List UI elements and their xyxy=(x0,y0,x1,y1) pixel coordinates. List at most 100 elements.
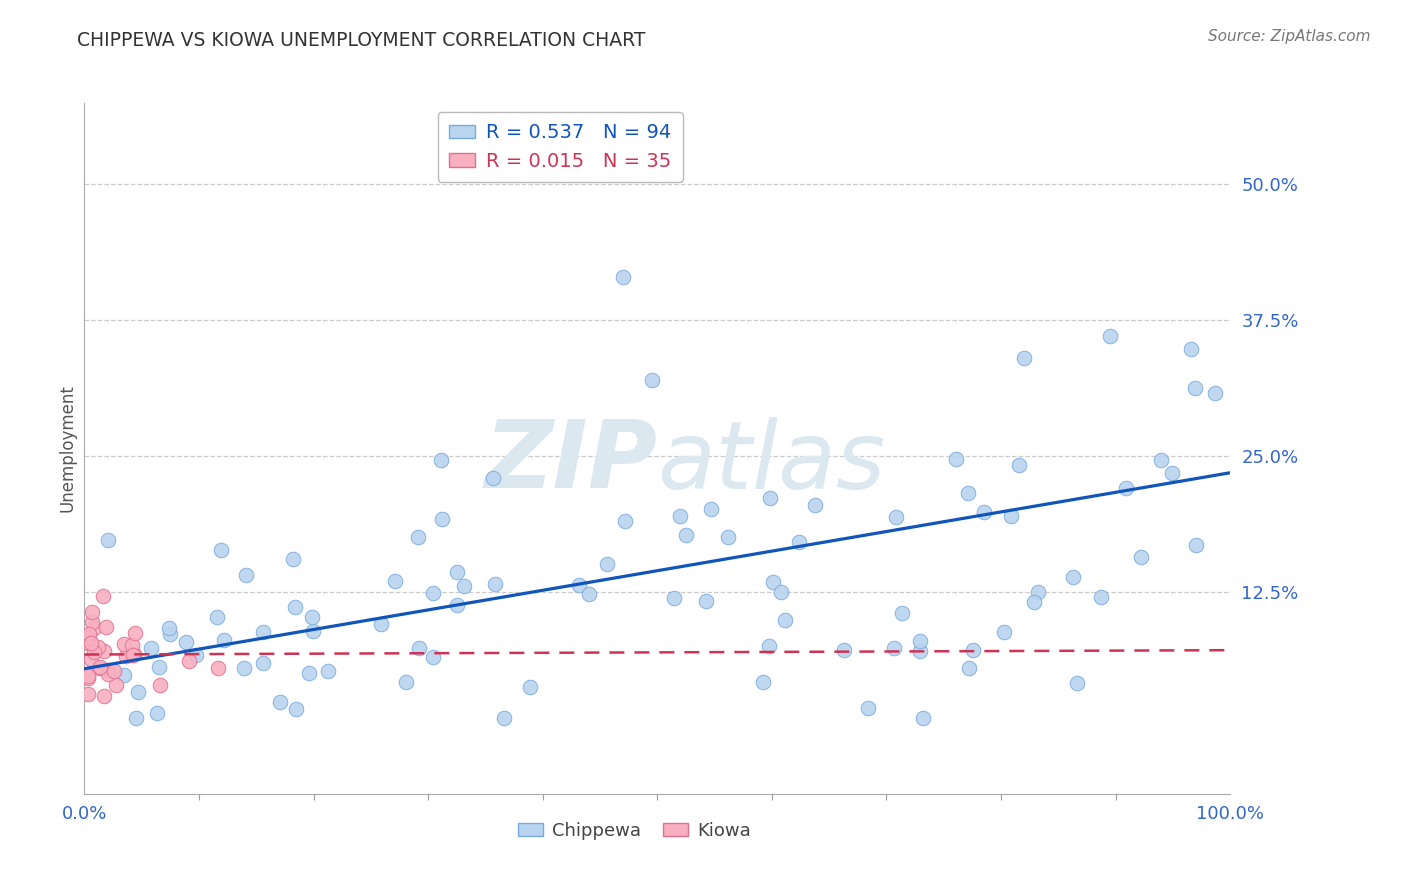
Point xyxy=(858,701,880,715)
Point xyxy=(89,660,111,674)
Point xyxy=(446,565,468,579)
Point xyxy=(146,706,169,720)
Point xyxy=(80,635,103,649)
Point xyxy=(269,695,291,709)
Text: Source: ZipAtlas.com: Source: ZipAtlas.com xyxy=(1208,29,1371,44)
Point xyxy=(252,624,274,639)
Point xyxy=(124,626,146,640)
Point xyxy=(494,711,516,725)
Point xyxy=(87,640,110,655)
Point xyxy=(370,617,392,632)
Point xyxy=(519,680,541,694)
Point xyxy=(76,630,98,644)
Point xyxy=(281,552,304,566)
Point xyxy=(186,648,208,662)
Point xyxy=(93,689,115,703)
Point xyxy=(384,574,406,588)
Point xyxy=(121,638,143,652)
Point xyxy=(76,671,98,685)
Point xyxy=(993,624,1015,639)
Point xyxy=(1184,381,1206,395)
Point xyxy=(302,624,325,638)
Legend: Chippewa, Kiowa: Chippewa, Kiowa xyxy=(510,814,758,847)
Point xyxy=(212,632,235,647)
Point xyxy=(762,575,785,590)
Point xyxy=(122,648,145,662)
Point xyxy=(105,678,128,692)
Point xyxy=(298,666,321,681)
Point xyxy=(235,567,257,582)
Point xyxy=(775,613,797,627)
Point xyxy=(1000,508,1022,523)
Point xyxy=(115,649,138,664)
Text: atlas: atlas xyxy=(658,417,886,508)
Point xyxy=(1184,538,1206,552)
Point xyxy=(406,530,429,544)
Point xyxy=(93,644,115,658)
Point xyxy=(159,626,181,640)
Point xyxy=(1160,467,1182,481)
Point xyxy=(177,654,200,668)
Point xyxy=(596,558,619,572)
Point xyxy=(908,644,931,658)
Point xyxy=(124,647,146,661)
Point xyxy=(408,641,430,656)
Point xyxy=(484,577,506,591)
Y-axis label: Unemployment: Unemployment xyxy=(58,384,76,512)
Point xyxy=(112,637,135,651)
Point xyxy=(1098,329,1121,343)
Point xyxy=(97,533,120,548)
Point xyxy=(316,664,339,678)
Point xyxy=(482,471,505,485)
Point xyxy=(80,615,103,629)
Point xyxy=(1022,595,1045,609)
Point xyxy=(112,668,135,682)
Point xyxy=(127,684,149,698)
Point xyxy=(973,505,995,519)
Point xyxy=(301,609,323,624)
Point xyxy=(121,648,143,662)
Point xyxy=(1012,351,1035,366)
Point xyxy=(174,635,197,649)
Point xyxy=(157,621,180,635)
Point xyxy=(148,660,170,674)
Point xyxy=(962,643,984,657)
Point xyxy=(76,635,98,649)
Point xyxy=(1062,569,1084,583)
Point xyxy=(76,687,98,701)
Point xyxy=(769,584,792,599)
Point xyxy=(205,610,228,624)
Point xyxy=(1066,676,1088,690)
Point xyxy=(80,652,103,666)
Point xyxy=(422,650,444,665)
Point xyxy=(252,657,274,671)
Point xyxy=(716,530,738,544)
Point xyxy=(87,661,110,675)
Point xyxy=(83,621,105,635)
Point xyxy=(1008,458,1031,472)
Point xyxy=(787,534,810,549)
Point xyxy=(945,451,967,466)
Point xyxy=(429,453,451,467)
Point xyxy=(912,711,935,725)
Point xyxy=(1115,481,1137,495)
Point xyxy=(804,498,827,512)
Text: ZIP: ZIP xyxy=(485,416,658,508)
Point xyxy=(430,512,453,526)
Point xyxy=(957,661,980,675)
Point xyxy=(883,641,905,656)
Point xyxy=(1090,590,1112,604)
Point xyxy=(80,636,103,650)
Point xyxy=(752,675,775,690)
Point xyxy=(910,633,932,648)
Point xyxy=(1150,453,1173,467)
Point xyxy=(76,631,98,645)
Point xyxy=(209,542,232,557)
Point xyxy=(83,645,105,659)
Point xyxy=(233,661,256,675)
Point xyxy=(96,666,118,681)
Point xyxy=(890,606,912,620)
Point xyxy=(1180,342,1202,356)
Point xyxy=(139,640,162,655)
Point xyxy=(76,632,98,647)
